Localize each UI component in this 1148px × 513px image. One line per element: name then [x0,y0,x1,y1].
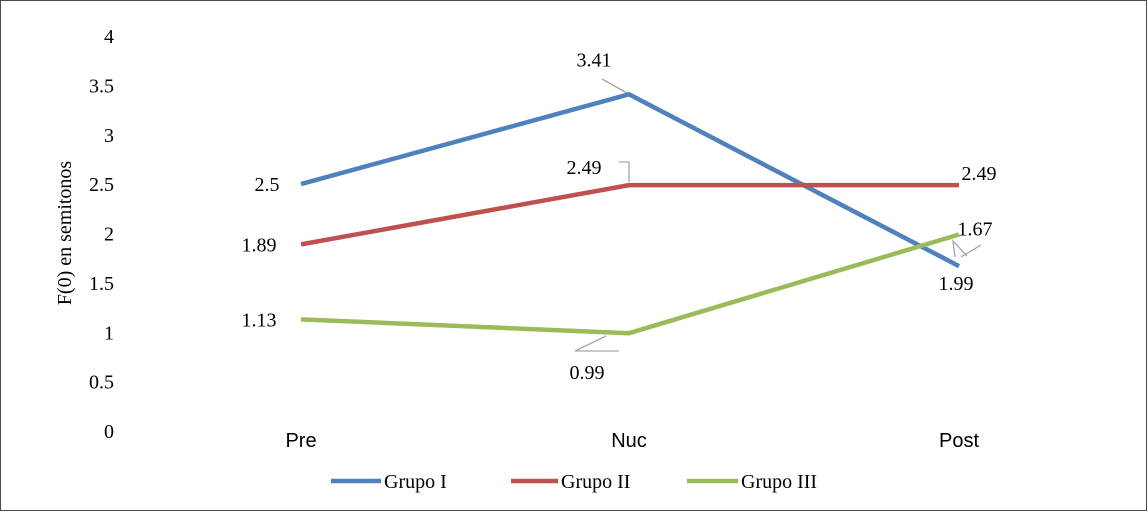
leader-line [960,244,982,258]
data-labels: 2.5 3.41 1.99 1.89 2.49 2.49 1.13 0.99 1.67 [242,49,997,384]
series-lines [300,92,961,336]
data-label-leaders [574,78,982,352]
data-label: 2.49 [962,163,997,185]
legend-label-2: Grupo II [561,471,630,493]
leader-line [574,335,619,352]
y-tick-label: 0.5 [89,372,114,394]
y-tick-label: 3.5 [89,75,114,97]
leader-line [952,239,968,258]
y-tick-label: 3 [104,125,114,147]
data-label: 3.41 [577,49,612,71]
data-label: 1.99 [939,273,974,295]
y-tick-label: 4 [104,26,114,48]
legend-label-3: Grupo III [741,471,817,493]
data-label: 0.99 [570,362,605,384]
series-line-2 [300,182,959,247]
y-axis-label: F(0) en semitonos [54,161,76,306]
leader-line [619,161,630,182]
data-label: 1.89 [242,234,277,256]
y-axis-ticks: 0 0.5 1 1.5 2 2.5 3 3.5 4 [89,26,114,443]
y-tick-label: 1 [104,322,114,344]
legend: Grupo I Grupo II Grupo III [331,471,817,493]
data-label: 2.5 [255,174,280,196]
x-tick-label: Pre [285,430,316,452]
y-tick-label: 0 [104,421,114,443]
y-tick-label: 2 [104,224,114,246]
legend-label-1: Grupo I [384,471,447,493]
y-tick-label: 2.5 [89,174,114,196]
x-tick-label: Post [939,430,979,452]
x-tick-label: Nuc [611,430,647,452]
leader-line [601,78,628,94]
x-axis-ticks: Pre Nuc Post [285,430,979,452]
series-line-1 [300,92,961,269]
data-label: 2.49 [567,157,602,179]
data-label: 1.13 [242,309,277,331]
data-label: 1.67 [958,218,993,240]
series-line-3 [300,232,960,336]
y-tick-label: 1.5 [89,273,114,295]
